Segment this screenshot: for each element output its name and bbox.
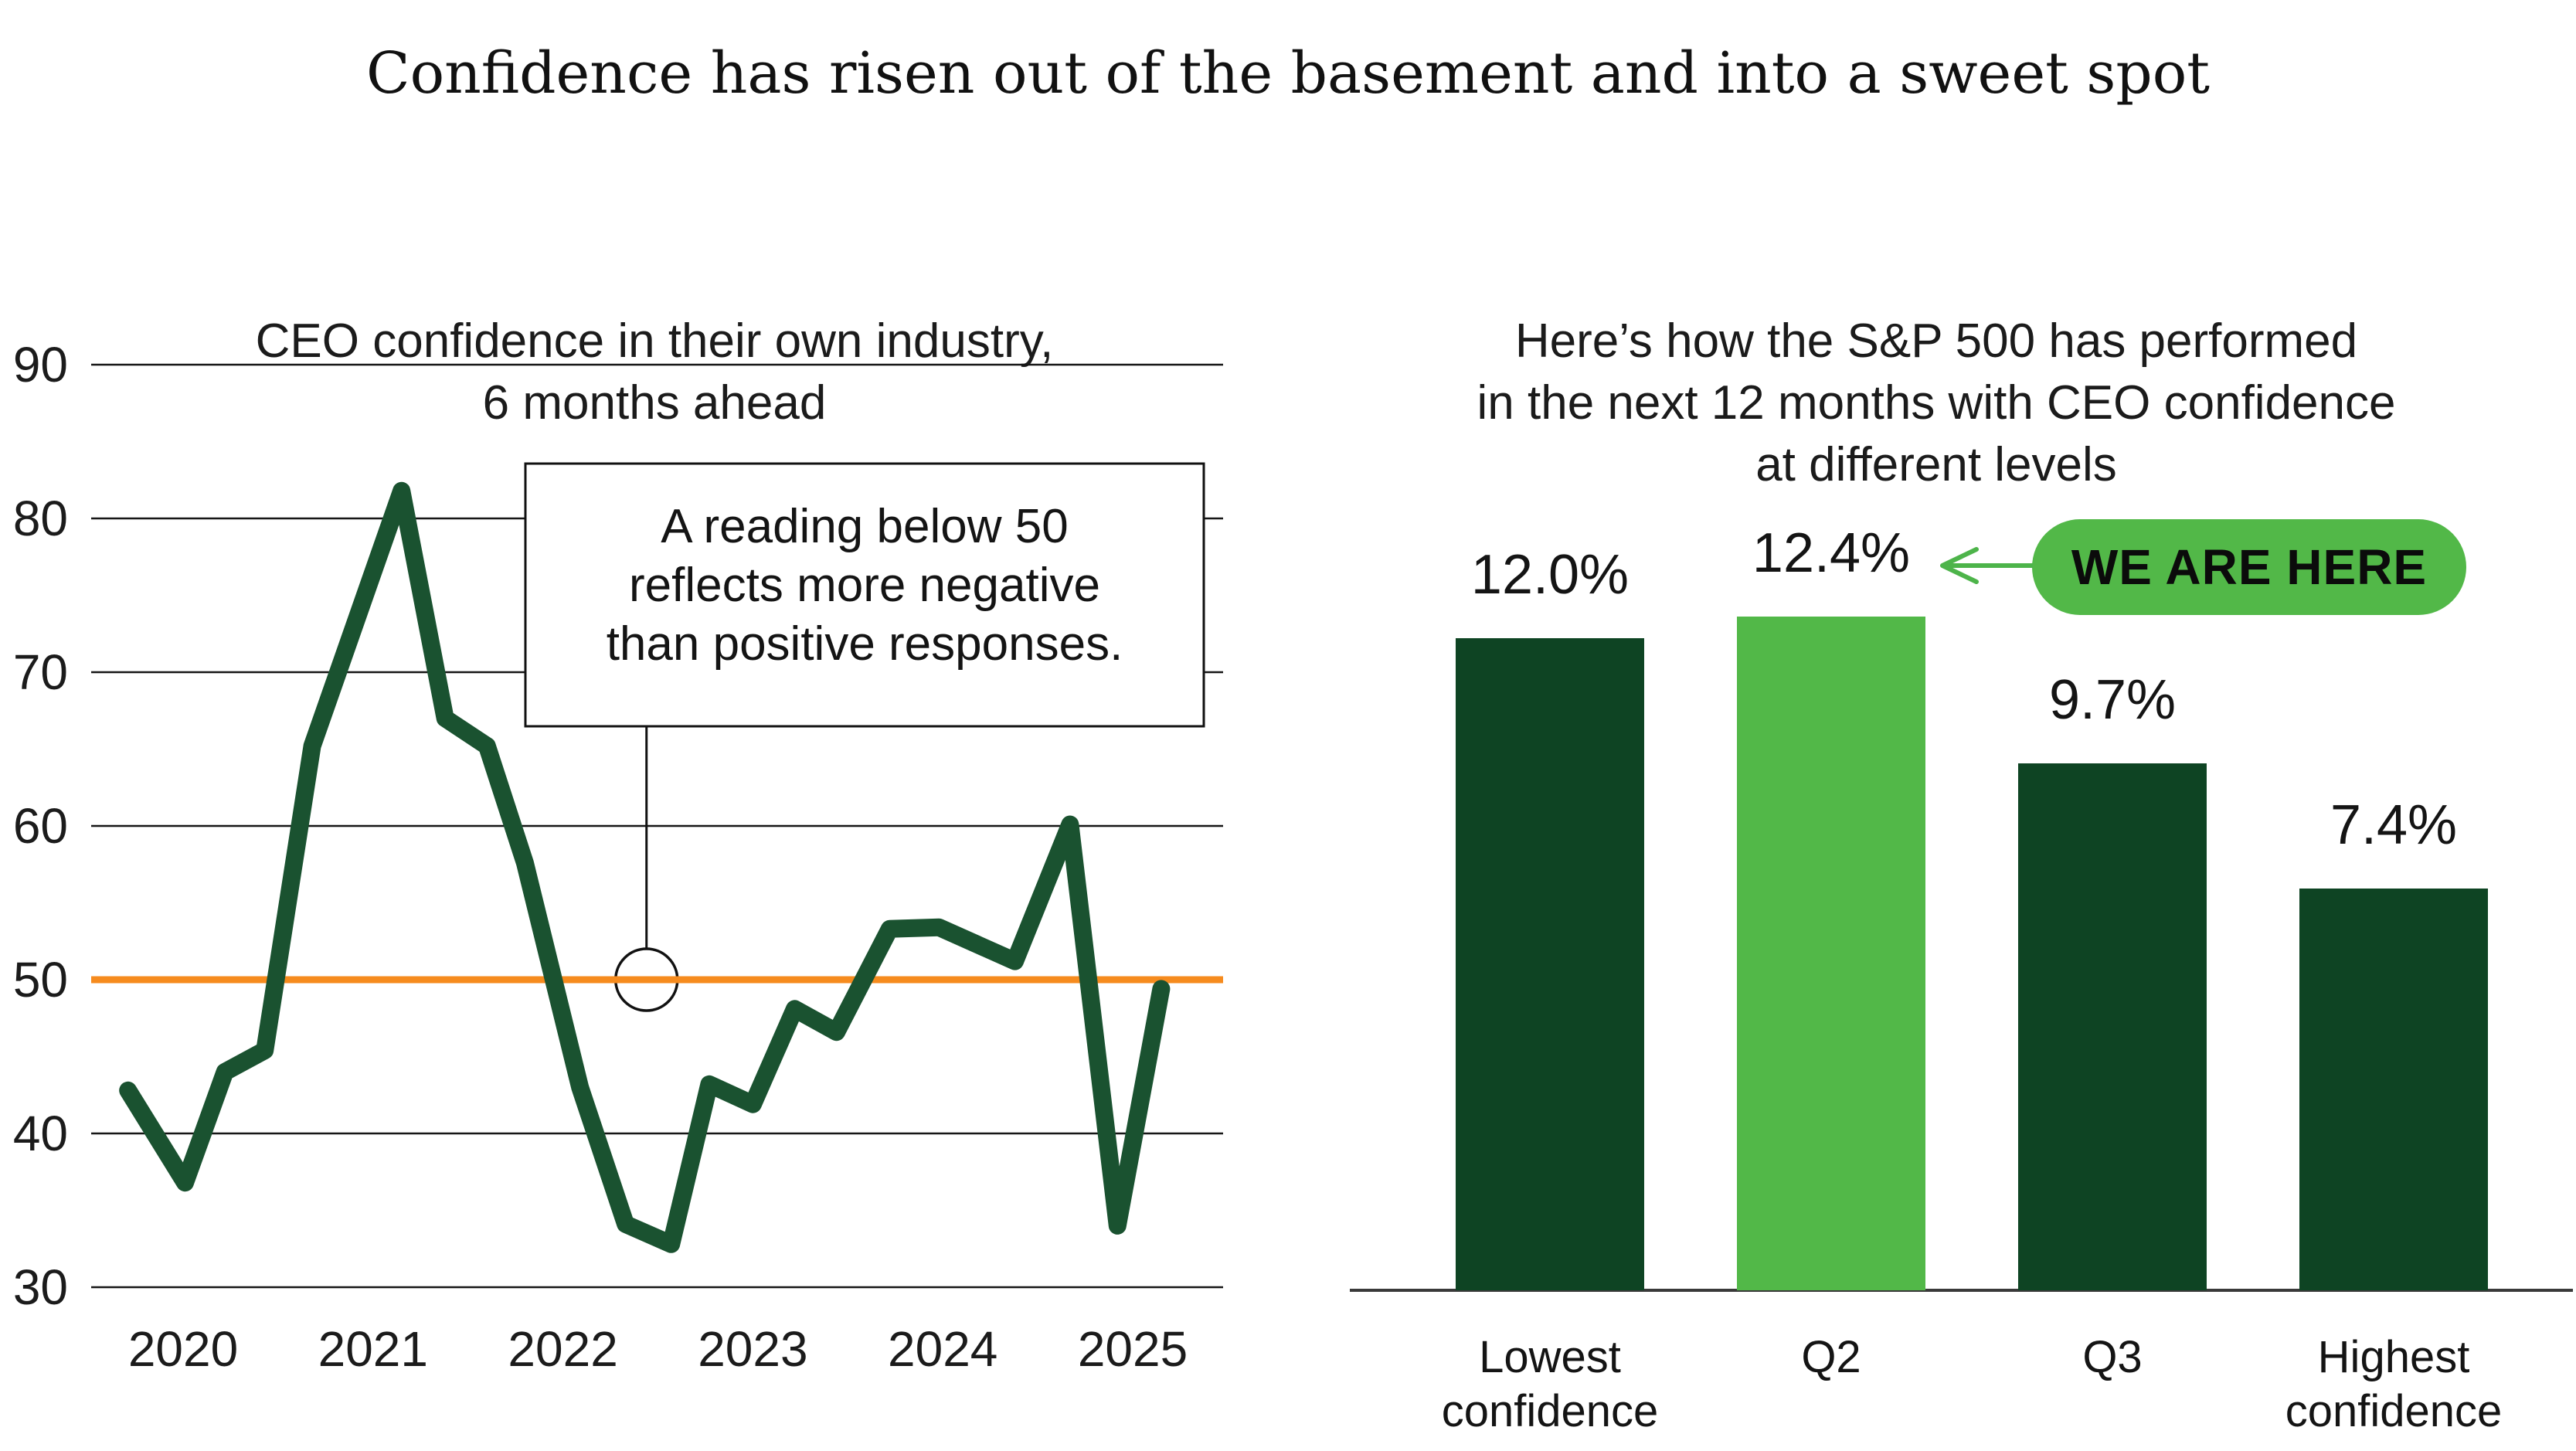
bar-value-label: 9.7% (2048, 669, 2177, 731)
y-tick-label-80: 80 (13, 491, 68, 546)
bar-category-label: Q3 (2082, 1332, 2143, 1382)
annotation-text-line3: than positive responses. (607, 617, 1123, 671)
left-chart-subtitle: CEO confidence in their own industry, 6 … (75, 311, 1234, 434)
x-tick-label-2022: 2022 (508, 1321, 617, 1377)
right-chart-subtitle-line1: Here’s how the S&P 500 has performed (1514, 314, 2358, 368)
left-chart-subtitle-line2: 6 months ahead (482, 376, 827, 430)
right-chart-subtitle-line2: in the next 12 months with CEO confidenc… (1477, 376, 2396, 430)
x-tick-label-2025: 2025 (1078, 1321, 1188, 1377)
bar-q2 (1737, 617, 1925, 1290)
y-tick-label-90: 90 (13, 337, 68, 392)
y-tick-label-70: 70 (13, 644, 68, 700)
bar-category-label: Highest confidence (2285, 1332, 2503, 1436)
bar-highest-confidence (2299, 889, 2488, 1290)
bar-q3 (2018, 763, 2207, 1290)
bar-value-label: 7.4% (2330, 794, 2458, 856)
y-tick-label-50: 50 (13, 952, 68, 1008)
bar-value-label: 12.0% (1470, 544, 1630, 606)
right-chart-subtitle-line3: at different levels (1755, 438, 2117, 491)
right-chart-subtitle: Here’s how the S&P 500 has performed in … (1357, 311, 2516, 496)
bar-lowest-confidence (1456, 638, 1644, 1290)
y-tick-label-60: 60 (13, 798, 68, 854)
page-title: Confidence has risen out of the basement… (365, 40, 2211, 107)
y-tick-label-30: 30 (13, 1259, 68, 1315)
left-chart-subtitle-line1: CEO confidence in their own industry, (255, 314, 1054, 368)
y-tick-label-40: 40 (13, 1106, 68, 1161)
x-tick-label-2020: 2020 (128, 1321, 238, 1377)
bar-category-label: Q2 (1801, 1332, 1861, 1382)
we-are-here-label: WE ARE HERE (2071, 539, 2428, 595)
annotation-text-line2: reflects more negative (629, 559, 1100, 612)
confidence-line-series (119, 481, 1171, 1253)
x-tick-label-2023: 2023 (698, 1321, 807, 1377)
annotation-text-line1: A reading below 50 (661, 500, 1068, 553)
x-tick-label-2024: 2024 (888, 1321, 997, 1377)
bar-category-label: Lowest confidence (1441, 1332, 1659, 1436)
we-are-here-badge: WE ARE HERE (2032, 519, 2466, 615)
x-tick-label-2021: 2021 (318, 1321, 428, 1377)
annotation-box (524, 462, 1205, 728)
bar-chart-baseline (1350, 1289, 2573, 1292)
bar-value-label: 12.4% (1752, 522, 1911, 584)
